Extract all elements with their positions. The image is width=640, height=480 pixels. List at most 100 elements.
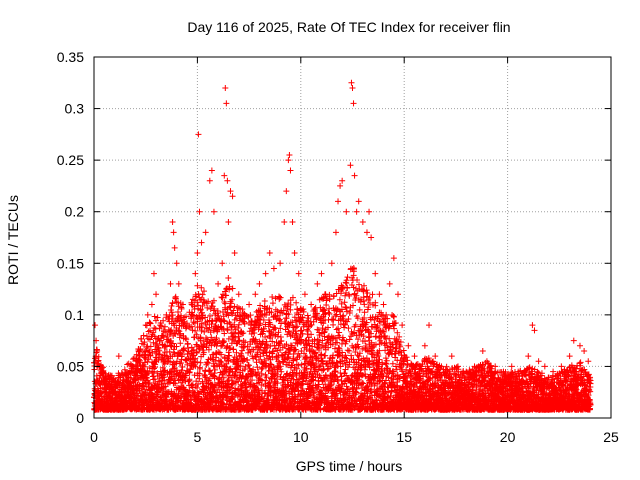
data-point: [215, 312, 222, 319]
data-point: [121, 366, 128, 373]
data-point: [205, 346, 212, 353]
data-point: [230, 346, 237, 353]
data-point: [173, 343, 180, 350]
data-point: [213, 335, 220, 342]
data-point: [147, 320, 154, 327]
data-point: [156, 351, 163, 358]
data-point: [195, 380, 202, 387]
data-point: [224, 327, 231, 334]
data-point: [208, 342, 215, 349]
data-point: [141, 359, 148, 366]
data-points: [91, 79, 594, 413]
data-point: [229, 310, 236, 317]
data-point: [152, 346, 159, 353]
data-point: [194, 358, 201, 365]
data-point: [225, 312, 232, 319]
data-point: [218, 294, 225, 301]
data-point: [150, 329, 157, 336]
data-point: [162, 343, 169, 350]
data-point: [232, 334, 239, 341]
data-point: [194, 282, 201, 289]
data-point: [180, 346, 187, 353]
data-point: [210, 297, 217, 304]
data-point: [193, 331, 200, 338]
data-point: [207, 367, 214, 374]
data-point: [197, 359, 204, 366]
data-point: [192, 389, 199, 396]
data-point: [218, 359, 225, 366]
data-point: [226, 283, 233, 290]
data-point: [142, 347, 149, 354]
data-point: [238, 385, 245, 392]
data-point: [229, 396, 236, 403]
data-point: [200, 337, 207, 344]
data-point: [178, 394, 185, 401]
data-point: [240, 344, 247, 351]
data-point: [161, 374, 168, 381]
data-point: [208, 334, 215, 341]
data-point: [221, 401, 228, 408]
data-point: [137, 345, 144, 352]
data-point: [146, 336, 153, 343]
data-point: [178, 305, 185, 312]
data-point: [236, 337, 243, 344]
data-point: [156, 347, 163, 354]
data-point: [224, 326, 231, 333]
data-point: [228, 384, 235, 391]
data-point: [192, 327, 199, 334]
data-point: [182, 313, 189, 320]
data-point: [177, 340, 184, 347]
data-point: [168, 326, 175, 333]
data-point: [231, 303, 238, 310]
data-point: [242, 339, 249, 346]
data-point: [198, 327, 205, 334]
data-point: [184, 344, 191, 351]
data-point: [169, 315, 176, 322]
data-point: [218, 343, 225, 350]
data-point: [204, 360, 211, 367]
data-point: [226, 369, 233, 376]
data-point: [145, 328, 152, 335]
data-point: [218, 351, 225, 358]
data-point: [198, 284, 205, 291]
data-point: [241, 320, 248, 327]
data-point: [225, 335, 232, 342]
data-point: [161, 342, 168, 349]
data-point: [198, 324, 205, 331]
data-point: [147, 343, 154, 350]
data-point: [229, 296, 236, 303]
data-point: [233, 374, 240, 381]
data-point: [175, 309, 181, 316]
data-point: [226, 352, 233, 359]
data-point: [225, 358, 232, 365]
data-point: [213, 317, 220, 324]
data-point: [168, 302, 175, 309]
data-point: [173, 367, 180, 374]
data-point: [188, 323, 195, 330]
data-point: [204, 336, 211, 343]
data-point: [254, 364, 261, 371]
data-point: [229, 334, 236, 341]
data-point: [172, 380, 179, 387]
data-point: [217, 358, 224, 365]
data-point: [167, 358, 174, 365]
data-point: [168, 309, 175, 316]
data-point: [211, 381, 218, 388]
data-point: [229, 285, 236, 292]
data-point: [237, 363, 244, 370]
data-point: [151, 324, 158, 331]
data-point: [205, 298, 212, 305]
data-point: [227, 300, 234, 307]
data-point: [141, 349, 148, 356]
data-point: [161, 323, 168, 330]
data-point: [255, 387, 262, 394]
data-point: [152, 364, 159, 371]
data-point: [255, 369, 262, 376]
data-point: [234, 309, 241, 316]
data-point: [130, 356, 137, 363]
data-point: [146, 379, 153, 386]
data-point: [244, 357, 251, 364]
data-point: [186, 387, 193, 394]
data-point: [235, 305, 242, 312]
data-point: [177, 330, 184, 337]
